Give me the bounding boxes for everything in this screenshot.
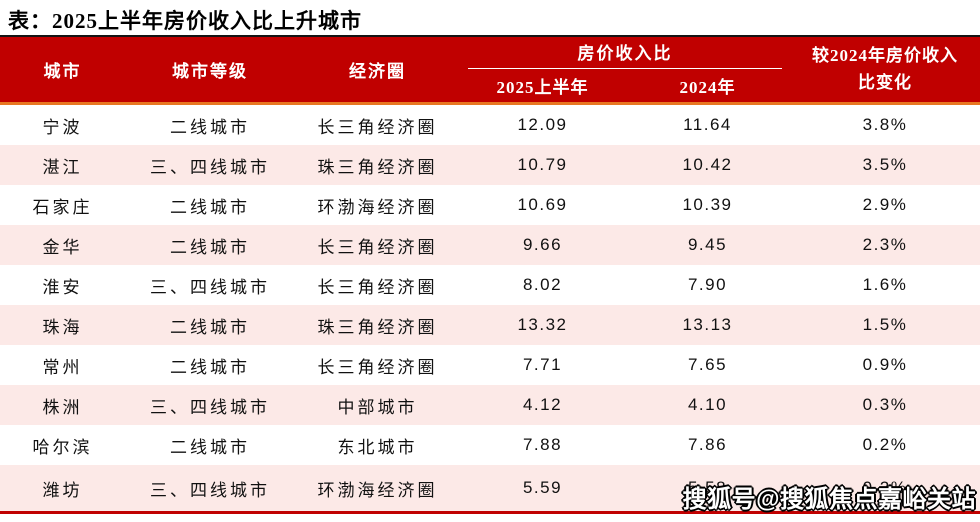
cell-change: 2.3% bbox=[862, 235, 908, 254]
header-change-line1: 较2024年房价收入 bbox=[812, 46, 958, 66]
header-region: 经济圈 bbox=[349, 62, 406, 81]
table-row: 潍坊 三、四线城市 环渤海经济圈 5.59 5.58 0.2% bbox=[0, 465, 980, 511]
cell-change: 3.8% bbox=[862, 115, 908, 134]
cell-ratio-2024: 4.10 bbox=[687, 395, 728, 414]
cell-city: 湛江 bbox=[42, 157, 83, 177]
header-ratio-group-title: 房价收入比 bbox=[577, 44, 673, 63]
cell-tier: 三、四线城市 bbox=[150, 480, 270, 500]
cell-ratio-2024: 13.13 bbox=[682, 315, 733, 334]
cell-change: 0.2% bbox=[862, 435, 908, 454]
header-ratio-group: 房价收入比 2025上半年 2024年 bbox=[460, 37, 790, 102]
cell-change: 1.6% bbox=[862, 275, 908, 294]
cell-ratio-2024: 10.42 bbox=[682, 155, 733, 174]
cell-ratio-2025h1: 4.12 bbox=[522, 395, 563, 414]
cell-region: 环渤海经济圈 bbox=[317, 480, 438, 500]
table-row: 株洲 三、四线城市 中部城市 4.12 4.10 0.3% bbox=[0, 385, 980, 425]
cell-city: 珠海 bbox=[42, 317, 83, 337]
page-title: 表：2025上半年房价收入比上升城市 bbox=[8, 9, 362, 33]
cell-ratio-2025h1: 10.69 bbox=[517, 195, 568, 214]
header-change-line2: 比变化 bbox=[858, 72, 912, 92]
cell-ratio-2025h1: 7.71 bbox=[522, 355, 563, 374]
header-2025h1: 2025上半年 bbox=[496, 78, 589, 97]
housing-ratio-table: 城市 城市等级 经济圈 房价收入比 2025上半年 2024年 较2024年房价… bbox=[0, 35, 980, 514]
cell-tier: 三、四线城市 bbox=[150, 157, 270, 177]
cell-ratio-2024: 7.65 bbox=[687, 355, 728, 374]
header-city: 城市 bbox=[43, 62, 82, 81]
watermark: 搜狐号@搜狐焦点嘉峪关站 bbox=[682, 486, 976, 513]
cell-change: 0.3% bbox=[862, 395, 908, 414]
cell-city: 株洲 bbox=[42, 397, 83, 417]
table-row: 宁波 二线城市 长三角经济圈 12.09 11.64 3.8% bbox=[0, 105, 980, 145]
cell-ratio-2025h1: 13.32 bbox=[517, 315, 568, 334]
cell-ratio-2024: 7.86 bbox=[687, 435, 728, 454]
cell-city: 潍坊 bbox=[42, 480, 83, 500]
cell-city: 常州 bbox=[42, 357, 83, 377]
cell-region: 长三角经济圈 bbox=[317, 357, 438, 377]
cell-ratio-2025h1: 5.59 bbox=[522, 478, 563, 497]
cell-ratio-2025h1: 12.09 bbox=[517, 115, 568, 134]
cell-ratio-2024: 7.90 bbox=[687, 275, 728, 294]
header-change: 较2024年房价收入 比变化 bbox=[790, 37, 980, 102]
cell-tier: 三、四线城市 bbox=[150, 277, 270, 297]
table-row: 湛江 三、四线城市 珠三角经济圈 10.79 10.42 3.5% bbox=[0, 145, 980, 185]
cell-ratio-2025h1: 7.88 bbox=[522, 435, 563, 454]
cell-ratio-2024: 10.39 bbox=[682, 195, 733, 214]
cell-ratio-2025h1: 10.79 bbox=[517, 155, 568, 174]
table-row: 常州 二线城市 长三角经济圈 7.71 7.65 0.9% bbox=[0, 345, 980, 385]
cell-tier: 二线城市 bbox=[170, 197, 250, 217]
header-tier: 城市等级 bbox=[172, 62, 248, 81]
cell-ratio-2024: 9.45 bbox=[687, 235, 728, 254]
table-header: 城市 城市等级 经济圈 房价收入比 2025上半年 2024年 较2024年房价… bbox=[0, 35, 980, 105]
cell-region: 珠三角经济圈 bbox=[317, 157, 438, 177]
cell-region: 长三角经济圈 bbox=[317, 237, 438, 257]
header-2024: 2024年 bbox=[679, 78, 736, 97]
cell-city: 哈尔滨 bbox=[32, 437, 93, 457]
cell-region: 环渤海经济圈 bbox=[317, 197, 438, 217]
cell-city: 淮安 bbox=[42, 277, 83, 297]
cell-ratio-2024: 11.64 bbox=[683, 115, 732, 134]
cell-city: 石家庄 bbox=[32, 197, 93, 217]
cell-region: 长三角经济圈 bbox=[317, 277, 438, 297]
cell-change: 0.2% bbox=[862, 478, 908, 497]
cell-city: 金华 bbox=[42, 237, 83, 257]
cell-ratio-2025h1: 8.02 bbox=[522, 275, 563, 294]
cell-change: 3.5% bbox=[862, 155, 908, 174]
cell-tier: 三、四线城市 bbox=[150, 397, 270, 417]
header-ratio-subheaders: 2025上半年 2024年 bbox=[460, 69, 790, 102]
cell-tier: 二线城市 bbox=[170, 317, 250, 337]
header-group-divider bbox=[468, 68, 782, 69]
table-row: 金华 二线城市 长三角经济圈 9.66 9.45 2.3% bbox=[0, 225, 980, 265]
cell-region: 东北城市 bbox=[337, 437, 418, 457]
table-row: 珠海 二线城市 珠三角经济圈 13.32 13.13 1.5% bbox=[0, 305, 980, 345]
table-body: 宁波 二线城市 长三角经济圈 12.09 11.64 3.8% 湛江 三、四线城市 珠三角经济圈… bbox=[0, 105, 980, 514]
cell-change: 0.9% bbox=[862, 355, 908, 374]
cell-change: 1.5% bbox=[862, 315, 908, 334]
table-row: 淮安 三、四线城市 长三角经济圈 8.02 7.90 1.6% bbox=[0, 265, 980, 305]
cell-city: 宁波 bbox=[42, 117, 83, 137]
table-row: 石家庄 二线城市 环渤海经济圈 10.69 10.39 2.9% bbox=[0, 185, 980, 225]
cell-region: 长三角经济圈 bbox=[317, 117, 438, 137]
cell-tier: 二线城市 bbox=[170, 117, 250, 137]
cell-region: 中部城市 bbox=[337, 397, 418, 417]
cell-tier: 二线城市 bbox=[170, 357, 250, 377]
cell-tier: 二线城市 bbox=[170, 437, 250, 457]
cell-ratio-2024: 5.58 bbox=[687, 478, 728, 497]
cell-tier: 二线城市 bbox=[170, 237, 250, 257]
cell-change: 2.9% bbox=[862, 195, 908, 214]
cell-ratio-2025h1: 9.66 bbox=[522, 235, 563, 254]
cell-region: 珠三角经济圈 bbox=[317, 317, 438, 337]
table-row: 哈尔滨 二线城市 东北城市 7.88 7.86 0.2% bbox=[0, 425, 980, 465]
